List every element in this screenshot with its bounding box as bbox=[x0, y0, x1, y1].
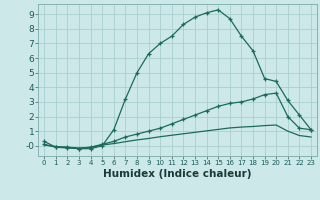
X-axis label: Humidex (Indice chaleur): Humidex (Indice chaleur) bbox=[103, 169, 252, 179]
